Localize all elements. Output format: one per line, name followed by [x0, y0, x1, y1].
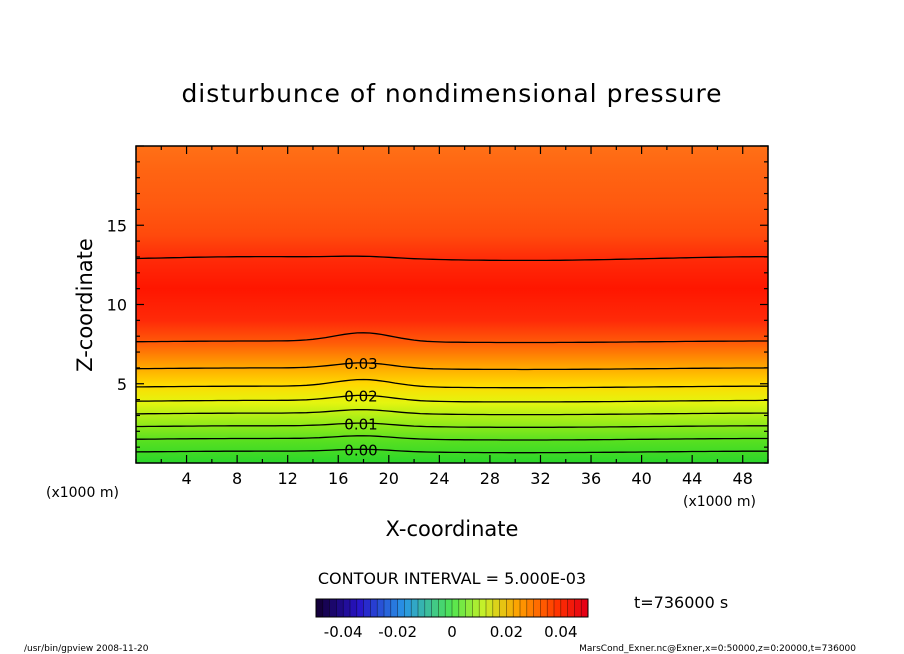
colorbar-swatch — [540, 599, 548, 617]
colorbar-swatch — [404, 599, 412, 617]
colorbar-swatch — [411, 599, 419, 617]
colorbar-swatch — [370, 599, 378, 617]
colorbar-swatch — [322, 599, 330, 617]
colorbar-swatch — [506, 599, 514, 617]
contour-label: 0.02 — [344, 388, 377, 406]
x-tick-label: 4 — [181, 469, 191, 488]
contour-field — [136, 146, 768, 463]
colorbar-swatch — [445, 599, 453, 617]
contour-label: 0.03 — [344, 355, 377, 373]
colorbar-swatch — [438, 599, 446, 617]
x-tick-label: 36 — [581, 469, 601, 488]
colorbar-swatch — [492, 599, 500, 617]
x-axis-ticks: 4 8 12 16 20 24 28 32 36 40 44 48 — [135, 146, 769, 488]
colorbar-tick-label: 0.02 — [490, 623, 523, 641]
y-tick-label: 15 — [107, 216, 127, 235]
footer-right: MarsCond_Exner.nc@Exner,x=0:50000,z=0:20… — [579, 644, 856, 654]
colorbar-swatch — [554, 599, 562, 617]
colorbar-swatch — [479, 599, 487, 617]
x-tick-label: 44 — [682, 469, 702, 488]
colorbar-ticks: -0.04 -0.02 0 0.02 0.04 — [324, 623, 578, 641]
colorbar-tick-label: -0.02 — [378, 623, 417, 641]
colorbar-swatch — [567, 599, 575, 617]
colorbar-swatch — [581, 599, 589, 617]
x-axis-unit-right: (x1000 m) — [683, 494, 756, 510]
colorbar-swatch — [363, 599, 371, 617]
colorbar — [315, 599, 589, 617]
colorbar-swatch — [377, 599, 385, 617]
colorbar-swatch — [458, 599, 466, 617]
colorbar-swatch — [343, 599, 351, 617]
colorbar-swatch — [424, 599, 432, 617]
x-tick-label: 24 — [429, 469, 449, 488]
colorbar-tick-label: -0.04 — [324, 623, 363, 641]
contour-line — [136, 448, 768, 454]
x-tick-label: 20 — [379, 469, 399, 488]
footer-left: /usr/bin/gpview 2008-11-20 — [24, 644, 149, 654]
colorbar-swatch — [560, 599, 568, 617]
contour-line — [136, 255, 768, 262]
colorbar-swatch — [397, 599, 405, 617]
contour-line — [136, 378, 768, 389]
colorbar-swatch — [431, 599, 439, 617]
y-axis-label: Z-coordinate — [73, 238, 97, 372]
x-tick-label: 28 — [480, 469, 500, 488]
y-axis-ticks: 5 10 15 — [107, 145, 768, 464]
colorbar-swatch — [465, 599, 473, 617]
colorbar-swatch — [384, 599, 392, 617]
colorbar-swatch — [547, 599, 555, 617]
contour-lines — [136, 255, 768, 454]
colorbar-tick-label: 0 — [447, 623, 457, 641]
colorbar-swatch — [452, 599, 460, 617]
contour-line — [136, 422, 768, 428]
colorbar-swatch — [356, 599, 364, 617]
contour-line — [136, 394, 768, 403]
contour-label: 0.01 — [344, 415, 377, 433]
y-tick-label: 5 — [117, 375, 127, 394]
contour-line — [136, 332, 768, 344]
contour-line — [136, 435, 768, 441]
colorbar-swatch — [526, 599, 534, 617]
colorbar-tick-label: 0.04 — [544, 623, 577, 641]
contour-labels: 0.00 0.01 0.02 0.03 — [344, 355, 377, 460]
colorbar-swatch — [533, 599, 541, 617]
colorbar-swatch — [486, 599, 494, 617]
colorbar-swatch — [390, 599, 398, 617]
x-tick-label: 16 — [328, 469, 348, 488]
colorbar-swatch — [574, 599, 582, 617]
contour-line — [136, 362, 768, 371]
colorbar-swatch — [329, 599, 337, 617]
time-label: t=736000 s — [634, 593, 728, 612]
x-tick-label: 32 — [530, 469, 550, 488]
x-tick-label: 12 — [278, 469, 298, 488]
colorbar-frame — [315, 598, 589, 618]
x-tick-label: 40 — [631, 469, 651, 488]
y-tick-label: 10 — [107, 296, 127, 315]
contour-line — [136, 408, 768, 416]
contour-interval-text: CONTOUR INTERVAL = 5.000E-03 — [318, 569, 586, 588]
colorbar-swatch — [316, 599, 324, 617]
colorbar-swatch — [418, 599, 426, 617]
colorbar-swatch — [520, 599, 528, 617]
x-tick-label: 8 — [232, 469, 242, 488]
colorbar-swatch — [350, 599, 358, 617]
colorbar-swatch — [499, 599, 507, 617]
x-axis-unit-left: (x1000 m) — [46, 485, 119, 501]
x-axis-label: X-coordinate — [386, 517, 519, 541]
chart-title: disturbunce of nondimensional pressure — [181, 79, 722, 108]
colorbar-swatch — [513, 599, 521, 617]
contour-label: 0.00 — [344, 442, 377, 460]
colorbar-swatch — [472, 599, 480, 617]
x-tick-label: 48 — [733, 469, 753, 488]
colorbar-swatch — [336, 599, 344, 617]
